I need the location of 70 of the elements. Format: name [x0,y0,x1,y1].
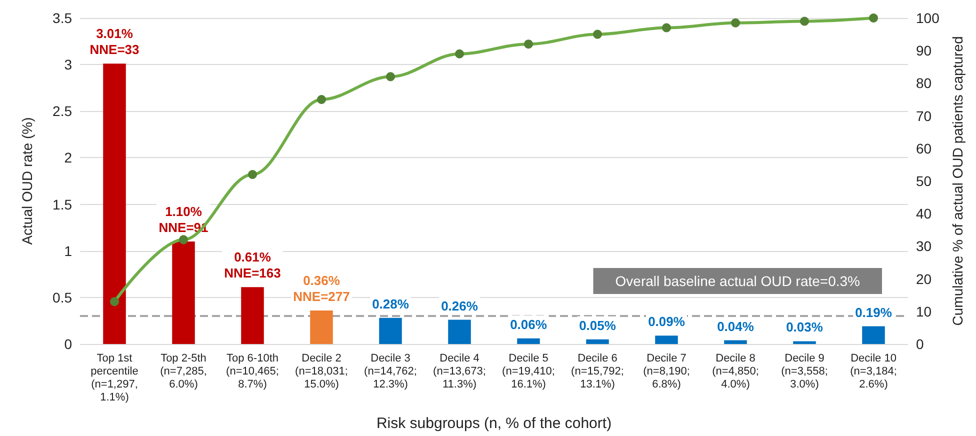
point [662,23,671,32]
x-tick-label: Decile 10 (n=3,184; 2.6%) [850,352,897,390]
y-tick-label: 1.5 [52,196,72,212]
bar [172,242,195,344]
point [455,49,464,58]
y2-tick-label: 30 [916,238,932,254]
y2-tick-label: 50 [916,173,932,189]
ref-line-label: Overall baseline actual OUD rate=0.3% [615,273,860,290]
data-label: 0.04% [717,318,754,334]
point [869,14,878,22]
point [593,30,602,39]
point [317,95,326,104]
data-label: 3.01% NNE=33 [90,26,140,58]
bar [586,339,609,344]
bar [862,326,885,344]
x-tick-label: Top 6-10th (n=10,465; 8.7%) [226,352,279,390]
x-tick-label: Decile 5 (n=19,410; 16.1%) [502,352,555,390]
point [524,40,533,49]
point [110,297,119,306]
data-label: 0.05% [579,318,616,333]
data-label: 0.28% [372,296,410,312]
bar [379,318,402,344]
y-tick-label: 3.5 [52,10,72,26]
y2-tick-label: 90 [916,42,932,59]
data-label: 0.03% [786,320,824,335]
bar [793,341,816,344]
y-tick-label: 0.5 [52,289,72,306]
bar [448,320,471,344]
x-tick-label: Top 1st percentile (n=1,297, 1.1%) [90,352,138,404]
point [179,235,188,244]
y2-tick-label: 40 [916,206,932,222]
data-label: 0.09% [648,314,686,330]
data-label: 0.26% [441,298,478,314]
data-label: 0.36% NNE=277 [293,272,350,304]
x-axis-title: Risk subgroups (n, % of the cohort) [376,415,612,432]
data-label: 0.06% [510,316,548,332]
x-tick-label: Top 2-5th (n=7,285, 6.0%) [160,352,207,390]
bar [310,310,333,344]
bar [517,338,540,344]
bar [724,340,747,344]
point [731,18,740,28]
bar [241,287,264,344]
x-tick-label: Decile 4 (n=13,673; 11.3%) [433,352,486,390]
y-tick-label: 2.5 [52,103,72,120]
x-tick-label: Decile 3 (n=14,762; 12.3%) [364,352,417,390]
y2-tick-label: 60 [916,140,932,156]
x-tick-label: Decile 9 (n=3,558; 3.0%) [781,352,828,390]
point [386,72,395,82]
bar [103,64,126,344]
y2-tick-label: 20 [916,270,932,287]
y2-tick-label: 0 [916,336,924,352]
y2-tick-label: 70 [916,108,932,124]
x-tick-label: Decile 6 (n=15,792; 13.1%) [571,352,624,390]
bar [655,336,678,344]
point [248,170,257,179]
x-tick-label: Decile 2 (n=18,031; 15.0%) [295,352,348,390]
data-label: 0.19% [855,304,892,320]
x-tick-label: Decile 7 (n=8,190; 6.8%) [643,352,690,390]
y2-tick-label: 10 [916,303,932,320]
point [800,16,809,26]
x-tick-label: Decile 8 (n=4,850; 4.0%) [712,352,759,390]
data-label: 0.61% NNE=163 [224,250,281,281]
y-tick-label: 1 [64,242,72,259]
y2-tick-label: 80 [916,75,932,92]
y-tick-label: 3 [64,56,72,73]
y-axis-title: Actual OUD rate (%) [19,117,35,245]
y-tick-label: 2 [64,150,72,166]
y2-axis-title: Cumulative % of actual OUD patients captured [949,36,966,326]
y2-tick-label: 100 [916,10,940,26]
y-tick-label: 0 [64,336,72,352]
